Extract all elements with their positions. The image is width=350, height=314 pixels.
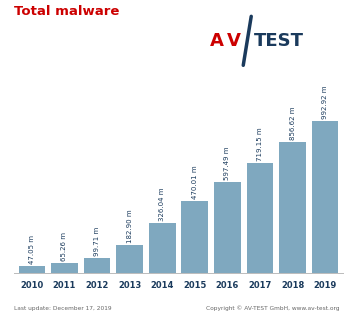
Bar (214, 182, 241, 273)
Bar (19, 266, 45, 273)
Text: 65.26 m: 65.26 m (62, 232, 68, 261)
Bar (279, 142, 306, 273)
Text: Last update: December 17, 2019: Last update: December 17, 2019 (14, 306, 112, 311)
Bar (181, 201, 208, 273)
Bar (149, 223, 176, 273)
Text: Total malware: Total malware (14, 5, 119, 18)
Text: 597.49 m: 597.49 m (224, 146, 230, 180)
Text: 856.62 m: 856.62 m (289, 106, 295, 140)
Text: 326.04 m: 326.04 m (159, 187, 165, 221)
Text: 992.92 m: 992.92 m (322, 85, 328, 119)
Bar (51, 263, 78, 273)
Text: Copyright © AV-TEST GmbH, www.av-test.org: Copyright © AV-TEST GmbH, www.av-test.or… (206, 306, 340, 311)
Text: A: A (210, 32, 224, 50)
Bar (116, 245, 143, 273)
Text: 182.90 m: 182.90 m (127, 209, 133, 243)
Text: 719.15 m: 719.15 m (257, 127, 263, 161)
Text: 47.05 m: 47.05 m (29, 235, 35, 264)
Bar (247, 163, 273, 273)
Text: 470.01 m: 470.01 m (192, 165, 198, 199)
Text: TEST: TEST (254, 32, 304, 50)
Bar (84, 258, 110, 273)
Text: 99.71 m: 99.71 m (94, 226, 100, 256)
Bar (312, 121, 338, 273)
Text: V: V (227, 32, 241, 50)
